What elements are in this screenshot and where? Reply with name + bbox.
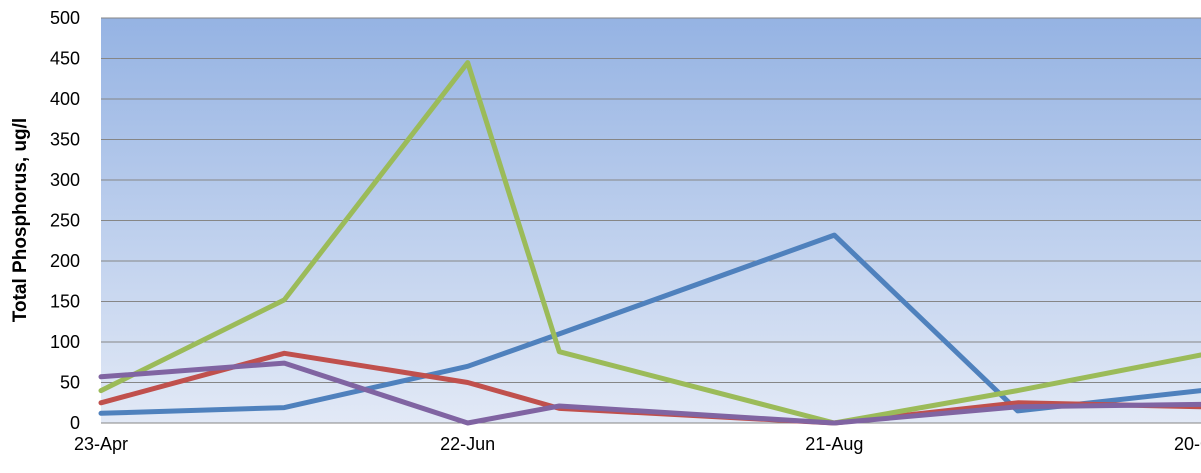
x-tick-label: 23-Apr — [74, 434, 128, 454]
y-tick-label: 150 — [50, 292, 80, 312]
y-tick-label: 100 — [50, 332, 80, 352]
y-tick-label: 50 — [60, 373, 80, 393]
y-tick-label: 200 — [50, 251, 80, 271]
y-tick-label: 400 — [50, 89, 80, 109]
x-tick-label: 21-Aug — [805, 434, 863, 454]
y-axis-title: Total Phosphorus, ug/l — [10, 118, 31, 322]
series-line-3 — [98, 60, 1201, 426]
series-lines — [98, 60, 1201, 426]
y-tick-label: 0 — [70, 413, 80, 433]
y-tick-label: 300 — [50, 170, 80, 190]
y-tick-label: 450 — [50, 49, 80, 69]
x-tick-labels: 23-Apr 22-Jun 21-Aug 20-Oct — [74, 434, 1201, 454]
series-line-4 — [98, 360, 1201, 426]
gridlines — [101, 17, 1201, 424]
x-tick-label: 22-Jun — [440, 434, 495, 454]
x-tick-label: 20-Oct — [1174, 434, 1201, 454]
y-tick-label: 350 — [50, 130, 80, 150]
y-tick-label: 250 — [50, 211, 80, 231]
y-tick-label: 500 — [50, 8, 80, 28]
y-tick-labels: 0 50 100 150 200 250 300 350 400 450 500 — [50, 8, 80, 433]
series-line-1 — [98, 232, 1201, 416]
